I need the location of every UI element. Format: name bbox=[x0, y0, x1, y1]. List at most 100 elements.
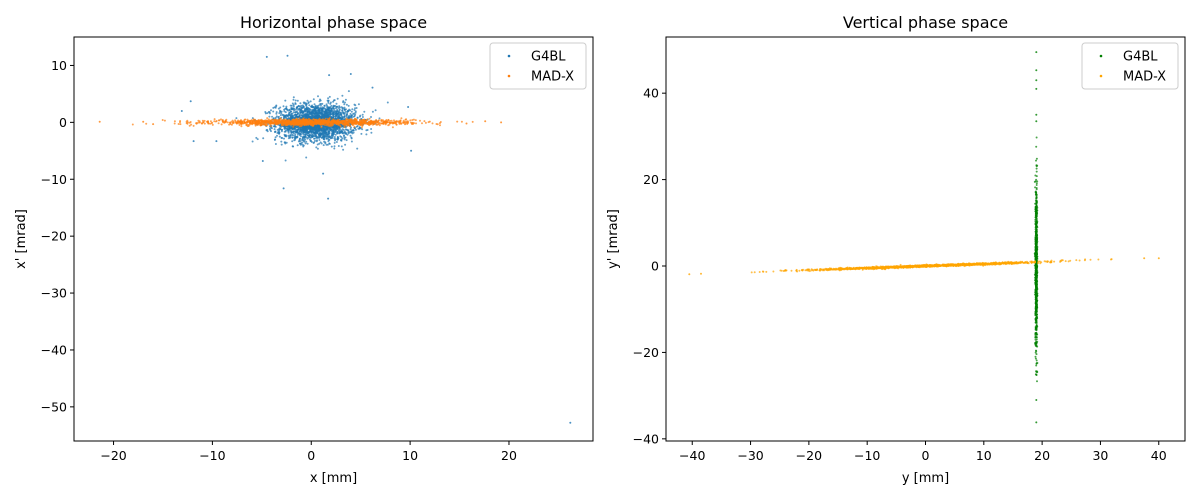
data-point bbox=[294, 108, 297, 111]
data-point bbox=[296, 111, 299, 114]
data-point bbox=[1034, 236, 1037, 238]
data-point bbox=[319, 128, 322, 131]
data-point bbox=[262, 137, 265, 140]
data-point bbox=[282, 187, 285, 190]
data-point bbox=[344, 101, 346, 104]
data-point bbox=[342, 112, 345, 115]
data-point bbox=[300, 106, 303, 109]
data-point bbox=[305, 140, 308, 143]
data-point bbox=[340, 136, 343, 138]
data-point bbox=[288, 114, 291, 117]
data-point bbox=[298, 134, 301, 137]
data-point bbox=[309, 100, 312, 103]
data-point bbox=[331, 129, 334, 132]
data-point bbox=[1035, 298, 1038, 301]
data-point bbox=[251, 121, 254, 124]
data-point bbox=[352, 131, 355, 134]
data-point bbox=[370, 116, 372, 118]
data-point bbox=[298, 117, 301, 120]
data-point bbox=[297, 123, 300, 126]
data-point bbox=[327, 114, 330, 117]
data-point bbox=[339, 116, 342, 119]
data-point bbox=[275, 105, 278, 108]
data-point bbox=[337, 137, 340, 140]
data-point bbox=[192, 124, 195, 127]
data-point bbox=[1035, 184, 1038, 186]
data-point bbox=[313, 103, 316, 106]
data-point bbox=[343, 136, 346, 139]
data-point bbox=[226, 121, 229, 124]
data-point bbox=[363, 118, 366, 121]
data-point bbox=[302, 101, 305, 104]
data-point bbox=[344, 143, 347, 146]
data-point bbox=[569, 421, 572, 424]
data-point bbox=[1035, 303, 1038, 306]
data-point bbox=[297, 105, 300, 108]
data-point bbox=[315, 116, 318, 119]
data-point bbox=[213, 120, 216, 123]
data-point bbox=[317, 136, 320, 139]
data-point bbox=[243, 120, 246, 123]
data-point bbox=[200, 122, 203, 125]
data-point bbox=[345, 139, 348, 142]
data-point bbox=[302, 133, 305, 136]
data-point bbox=[337, 145, 340, 147]
data-point bbox=[1035, 79, 1038, 82]
data-point bbox=[409, 119, 412, 122]
data-point bbox=[338, 132, 341, 135]
data-point bbox=[317, 108, 320, 111]
data-point bbox=[403, 121, 406, 124]
data-point bbox=[456, 120, 459, 123]
data-point bbox=[387, 119, 390, 122]
data-point bbox=[342, 116, 345, 119]
data-point bbox=[1035, 324, 1038, 327]
data-point bbox=[314, 118, 317, 121]
data-point bbox=[335, 123, 338, 125]
data-point bbox=[306, 99, 309, 102]
data-point bbox=[246, 118, 249, 121]
data-point bbox=[343, 138, 346, 141]
data-point bbox=[296, 144, 299, 147]
x-tick-label: −10 bbox=[199, 448, 225, 463]
data-point bbox=[188, 124, 191, 127]
data-point bbox=[292, 134, 295, 137]
data-point bbox=[320, 108, 323, 110]
data-point bbox=[203, 122, 206, 125]
data-point bbox=[280, 112, 283, 115]
y-tick-label: −10 bbox=[41, 172, 67, 187]
data-point bbox=[344, 110, 347, 113]
data-point bbox=[278, 129, 281, 132]
data-point bbox=[370, 120, 373, 123]
data-point bbox=[266, 112, 269, 115]
data-point bbox=[278, 112, 281, 115]
data-point bbox=[292, 105, 295, 108]
data-point bbox=[294, 138, 297, 141]
data-point bbox=[338, 109, 341, 112]
data-point bbox=[406, 120, 409, 123]
data-point bbox=[256, 121, 259, 124]
data-point bbox=[293, 119, 296, 122]
data-point bbox=[328, 108, 331, 111]
data-point bbox=[98, 120, 101, 123]
data-point bbox=[355, 107, 358, 109]
data-point bbox=[231, 119, 234, 122]
data-point bbox=[318, 133, 321, 136]
data-point bbox=[365, 119, 368, 122]
data-point bbox=[1035, 230, 1038, 233]
data-point bbox=[327, 120, 330, 123]
data-point bbox=[303, 128, 306, 131]
data-point bbox=[352, 119, 355, 122]
data-point bbox=[351, 108, 354, 111]
data-point bbox=[310, 113, 313, 116]
data-point bbox=[1035, 364, 1038, 367]
data-point bbox=[334, 115, 337, 118]
data-point bbox=[145, 122, 148, 125]
data-point bbox=[265, 55, 268, 58]
data-point bbox=[264, 119, 267, 122]
data-point bbox=[177, 123, 180, 125]
data-point bbox=[261, 119, 264, 122]
data-point bbox=[330, 107, 333, 110]
data-point bbox=[269, 128, 272, 131]
data-point bbox=[277, 115, 280, 118]
data-point bbox=[1035, 159, 1037, 162]
